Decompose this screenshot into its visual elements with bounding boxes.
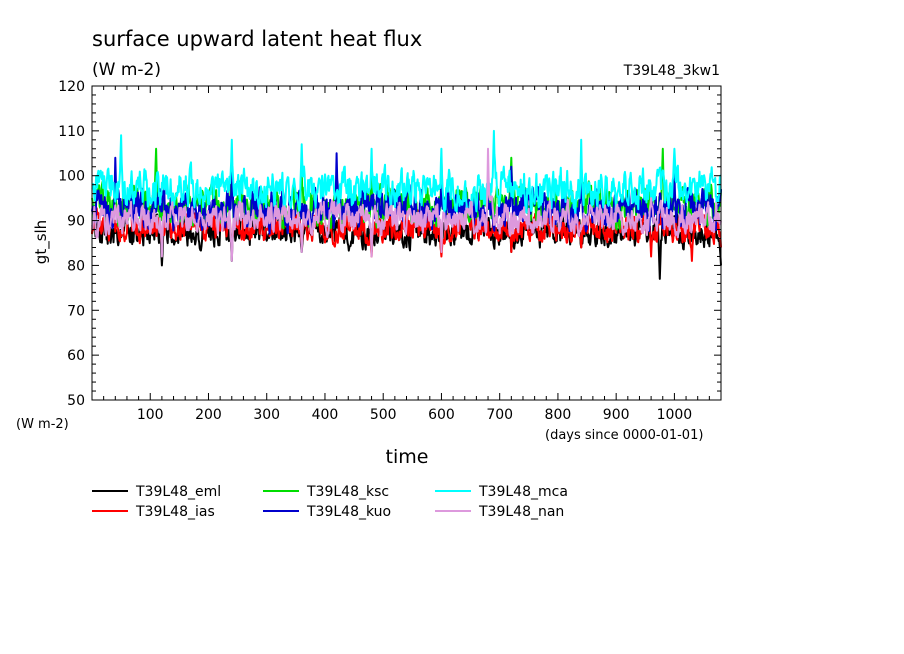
- y-tick-label: 110: [58, 124, 85, 140]
- x-tick-label: 400: [312, 407, 339, 423]
- legend-label: T39L48_eml: [135, 484, 221, 500]
- legend-label: T39L48_kuo: [306, 504, 391, 520]
- legend-label: T39L48_ias: [135, 504, 215, 520]
- legend-label: T39L48_nan: [478, 504, 564, 520]
- x-tick-label: 200: [195, 407, 222, 423]
- x-tick-label: 800: [545, 407, 572, 423]
- x-tick-label: 900: [603, 407, 630, 423]
- chart-units: (W m-2): [92, 60, 161, 80]
- legend: T39L48_eml T39L48_ias T39L48_ksc T39L48_kuo…: [92, 484, 568, 520]
- legend-label: T39L48_ksc: [306, 484, 389, 500]
- y-tick-label: 50: [67, 393, 85, 409]
- y-unit-label: (W m-2): [16, 417, 69, 432]
- y-tick-label: 60: [67, 348, 85, 364]
- y-axis-label: gt_slh: [32, 220, 51, 264]
- y-tick-label: 70: [67, 303, 85, 319]
- plot-lines: [91, 129, 722, 280]
- series-line-T39L48_eml: [91, 212, 722, 280]
- x-tick-label: 500: [370, 407, 397, 423]
- y-tick-label: 120: [58, 79, 85, 95]
- x-axis-label: time: [386, 446, 429, 468]
- x-tick-label: 300: [253, 407, 280, 423]
- chart-title: surface upward latent heat flux: [92, 27, 422, 51]
- x-tick-label: 1000: [657, 407, 693, 423]
- x-unit-label: (days since 0000-01-01): [545, 428, 703, 443]
- y-tick-label: 100: [58, 169, 85, 185]
- x-tick-label: 700: [486, 407, 513, 423]
- x-tick-label: 100: [137, 407, 164, 423]
- x-tick-label: 600: [428, 407, 455, 423]
- y-tick-label: 90: [67, 214, 85, 230]
- legend-label: T39L48_mca: [478, 484, 568, 500]
- run-label: T39L48_3kw1: [623, 63, 720, 79]
- axes: 50 60 70 80 90 100 110 120 100 200 300 400 500 600 700…: [58, 79, 722, 423]
- series-line-T39L48_nan: [91, 147, 722, 262]
- y-tick-label: 80: [67, 258, 85, 274]
